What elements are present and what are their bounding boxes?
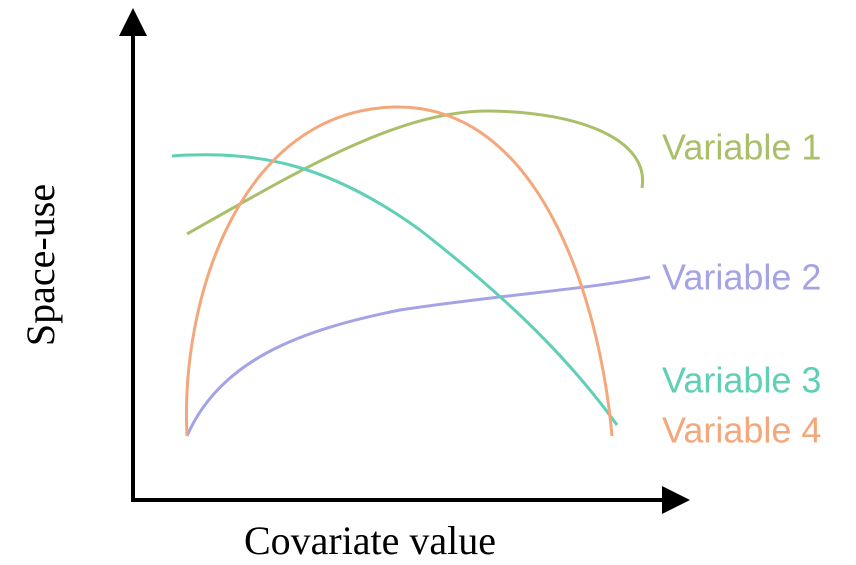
curve-label: Variable 1 (662, 127, 821, 168)
curve-label: Variable 2 (662, 257, 821, 298)
y-axis-label: Space-use (18, 184, 63, 346)
curve-label: Variable 3 (662, 360, 821, 401)
curve (185, 275, 651, 437)
x-arrow (662, 486, 690, 514)
curve (184, 105, 614, 437)
curve-label: Variable 4 (662, 410, 821, 451)
curve (186, 109, 645, 236)
y-arrow (119, 8, 147, 36)
curve (171, 153, 619, 426)
x-axis-label: Covariate value (244, 518, 496, 563)
